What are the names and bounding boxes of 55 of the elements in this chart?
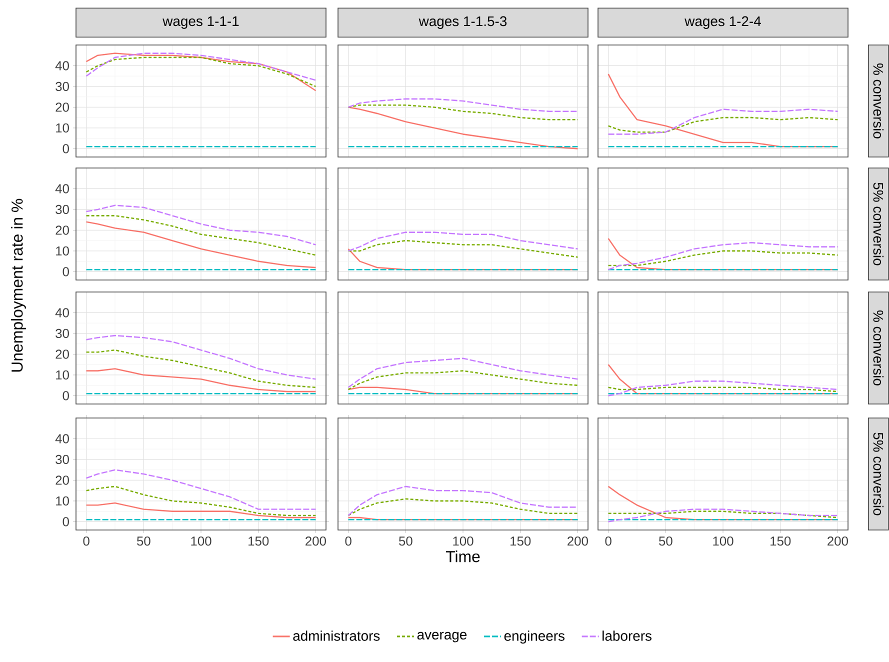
legend-label: average xyxy=(417,632,467,642)
legend-label: engineers xyxy=(504,630,565,644)
x-tick-label: 200 xyxy=(306,536,326,546)
x-tick-label: 0 xyxy=(345,536,352,546)
y-tick-label: 30 xyxy=(56,328,69,338)
y2-axis-title: 5% conversio xyxy=(873,182,884,266)
y-tick-label: 10 xyxy=(56,246,69,256)
line-series xyxy=(86,486,316,516)
y-tick-label: 20 xyxy=(56,226,69,235)
x-tick-label: 0 xyxy=(83,536,90,546)
chart-title: wages 1-1-1 xyxy=(162,16,239,29)
legend-label: administrators xyxy=(293,630,380,641)
y-tick-label: 10 xyxy=(56,370,69,380)
y-tick-label: 40 xyxy=(55,308,69,318)
y-axis-title: Unemployment rate in % xyxy=(11,198,26,372)
x-tick-label: 150 xyxy=(510,536,531,546)
y-tick-label: 30 xyxy=(56,454,69,464)
x-tick-label: 100 xyxy=(453,536,474,546)
y-tick-label: 0 xyxy=(62,517,69,526)
x-tick-label: 50 xyxy=(658,536,672,546)
x-tick-label: 100 xyxy=(191,536,212,546)
x-tick-label: 200 xyxy=(828,536,848,546)
y-tick-label: 0 xyxy=(62,267,69,276)
x-axis-title: Time xyxy=(446,550,480,562)
y-tick-label: 40 xyxy=(55,434,69,444)
y-tick-label: 30 xyxy=(56,204,69,214)
line-series xyxy=(86,221,316,268)
y-tick-label: 40 xyxy=(55,61,69,70)
x-tick-label: 200 xyxy=(568,536,588,546)
y-tick-label: 20 xyxy=(56,476,69,485)
x-tick-label: 50 xyxy=(136,536,150,546)
x-tick-label: 150 xyxy=(248,536,269,546)
line-series xyxy=(86,204,316,246)
y-tick-label: 10 xyxy=(56,123,69,133)
chart-title: wages 1-1.5-3 xyxy=(418,16,507,29)
y2-axis-title: % conversio xyxy=(873,64,884,138)
line-series xyxy=(86,368,316,392)
y2-axis-title: 5% conversio xyxy=(873,432,884,516)
y-tick-label: 0 xyxy=(62,144,69,154)
x-tick-label: 0 xyxy=(605,536,612,546)
line-series xyxy=(86,334,316,380)
y-tick-label: 40 xyxy=(55,184,69,194)
x-tick-label: 150 xyxy=(770,536,791,546)
y-tick-label: 0 xyxy=(62,391,69,400)
line-series xyxy=(86,349,316,388)
legend-label: laborers xyxy=(602,630,652,641)
y2-axis-title: % conversio xyxy=(873,310,884,386)
y-tick-label: 20 xyxy=(56,102,69,112)
y-tick-label: 10 xyxy=(56,496,69,506)
y-tick-label: 20 xyxy=(56,350,69,359)
x-tick-label: 50 xyxy=(398,536,412,546)
y-tick-label: 30 xyxy=(56,82,69,92)
x-tick-label: 100 xyxy=(713,536,734,546)
line-series xyxy=(86,52,316,81)
chart-title: wages 1-2-4 xyxy=(684,16,761,29)
